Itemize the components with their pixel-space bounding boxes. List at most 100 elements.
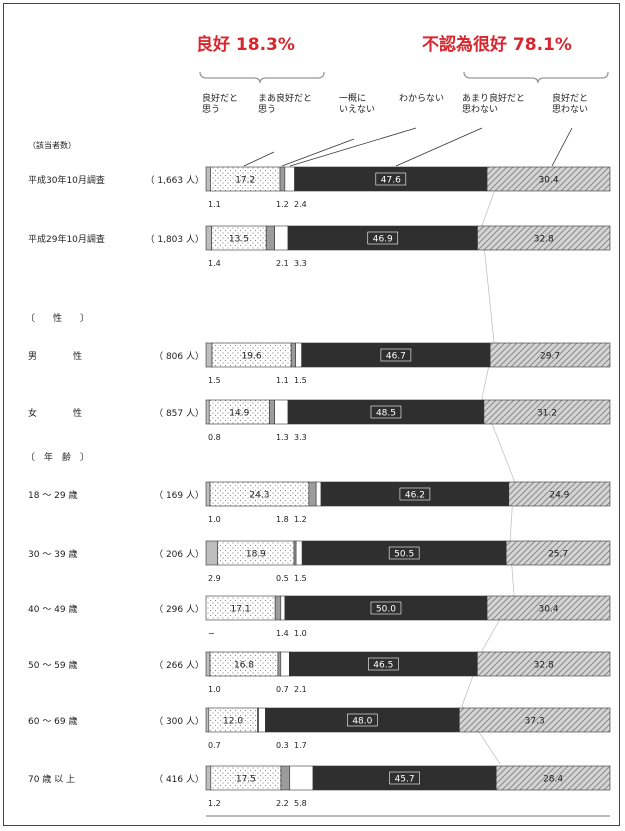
value-label-box (399, 487, 431, 501)
bar-segment (289, 651, 478, 677)
group-header-age: 〔 年 齢 〕 (26, 453, 90, 463)
row-count: （ 1,803 人） (145, 235, 205, 245)
small-value-label: 1.0 (208, 685, 221, 694)
bar-value-label: 28.4 (543, 775, 563, 785)
bar-segment (205, 399, 210, 425)
bar-segment (280, 765, 291, 791)
row-count: （ 266 人） (154, 661, 204, 671)
leader-line-somewhat-good (243, 151, 275, 167)
bar-segment (208, 399, 270, 425)
bar-value-label: 46.5 (373, 661, 393, 671)
bar-value-label: 48.5 (376, 409, 396, 419)
small-value-label: 0.5 (276, 574, 289, 583)
small-value-label: 1.0 (208, 515, 221, 524)
row-label: 70 歳 以 上 (28, 775, 76, 785)
bar-value-label: 46.2 (405, 491, 425, 501)
small-value-label: 2.1 (276, 259, 289, 268)
bar-segment (287, 399, 485, 425)
small-value-label: 1.3 (276, 433, 289, 442)
bar-segment (295, 342, 302, 368)
row-count: （ 300 人） (154, 717, 204, 727)
small-value-label: 1.2 (208, 799, 221, 808)
bar-value-label: 46.9 (373, 235, 393, 245)
bar-segment (505, 540, 611, 566)
small-value-label: 1.7 (294, 741, 307, 750)
bar-value-label: 16.8 (234, 661, 254, 671)
leader-line-not-very-good (395, 127, 483, 167)
not-good-total-annotation: 不認為很好 78.1% (422, 35, 572, 55)
small-value-label: 2.4 (294, 200, 307, 209)
value-label-box (389, 771, 420, 785)
bar-segment (274, 399, 289, 425)
bar-segment (477, 651, 611, 677)
good-total-annotation: 良好 18.3% (196, 35, 295, 55)
bar-segment (265, 225, 275, 251)
row-label: 30 〜 39 歳 (28, 550, 78, 560)
brace-not-good (463, 71, 609, 84)
legend-label-cannot-say: 一概に いえない (339, 94, 376, 115)
value-label-box (368, 657, 399, 671)
bar-segment (205, 707, 210, 733)
small-value-label: 3.3 (294, 259, 307, 268)
small-value-label: 0.7 (208, 741, 221, 750)
bar-segment (269, 399, 275, 425)
bar-segment (274, 225, 289, 251)
bar-value-label: 50.0 (376, 605, 396, 615)
bar-segment (489, 342, 611, 368)
bar-segment (211, 342, 292, 368)
bar-value-label: 37.3 (525, 717, 545, 727)
bar-segment (209, 481, 310, 507)
bar-segment (320, 481, 510, 507)
bar-segment (209, 651, 279, 677)
bar-value-label: 25.7 (548, 550, 568, 560)
value-label-box (370, 601, 402, 615)
row-label: 60 〜 69 歳 (28, 717, 78, 727)
bar-segment (274, 595, 282, 621)
bar-segment (205, 166, 211, 192)
small-value-label: 1.0 (294, 629, 307, 638)
bar-segment (495, 765, 611, 791)
small-value-label: 1.1 (208, 200, 221, 209)
bar-value-label: 50.5 (394, 550, 414, 560)
bar-segment (205, 540, 219, 566)
small-value-label: 1.1 (276, 376, 289, 385)
figure-frame: 良好 18.3% 不認為很好 78.1% 良好だと 思う まあ良好だと 思う 一… (3, 3, 620, 826)
bar-segment (205, 342, 213, 368)
bar-segment (277, 651, 282, 677)
bar-segment (295, 540, 303, 566)
row-count: （ 296 人） (154, 605, 204, 615)
bar-value-label: 30.4 (539, 176, 559, 186)
row-label: 女 性 (28, 409, 83, 419)
bar-segment (483, 399, 611, 425)
bar-value-label: 46.7 (386, 352, 406, 362)
bar-segment (301, 342, 491, 368)
value-label-box (375, 172, 407, 186)
bar-segment (293, 540, 297, 566)
bar-segment (210, 765, 282, 791)
legend-label-dont-know: わからない (399, 94, 445, 104)
value-label-box (380, 348, 412, 362)
bar-value-label: 18.9 (246, 550, 266, 560)
bar-segment (508, 481, 611, 507)
small-value-label: 1.5 (208, 376, 221, 385)
bar-segment (312, 765, 497, 791)
bar-segment (205, 595, 276, 621)
bar-segment (284, 166, 295, 192)
bar-segment (315, 481, 322, 507)
small-value-label: 1.2 (294, 515, 307, 524)
bar-value-label: 17.5 (236, 775, 256, 785)
bar-segment (217, 540, 295, 566)
bar-segment (477, 225, 611, 251)
bar-segment (459, 707, 611, 733)
stacked-bar-chart: 17.2 47.6 30.4 1.1 1.2 2.4 13.5 46.9 32.8 1.4 2.1 3… (199, 71, 611, 817)
bar-value-label: 19.6 (242, 352, 262, 362)
small-value-label: 2.2 (276, 799, 289, 808)
bar-segment (205, 651, 211, 677)
divider-connector (461, 191, 515, 765)
bar-segment (280, 595, 286, 621)
row-count: （ 206 人） (154, 550, 204, 560)
small-value-label: 1.5 (294, 574, 307, 583)
bar-value-label: 32.8 (534, 235, 554, 245)
legend-label-somewhat-good: まあ良好だと 思う (258, 94, 313, 115)
bar-value-label: 31.2 (537, 409, 557, 419)
